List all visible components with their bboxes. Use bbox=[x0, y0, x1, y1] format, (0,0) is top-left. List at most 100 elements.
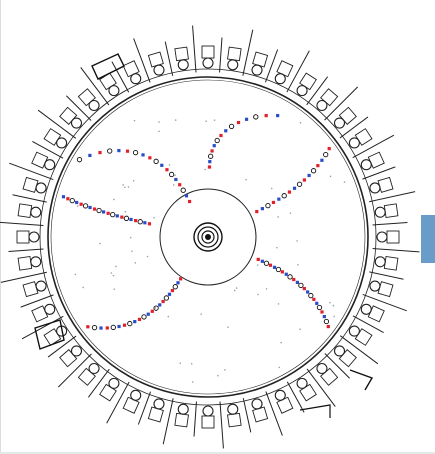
radial-spoke bbox=[0, 271, 47, 283]
track-hit bbox=[308, 292, 314, 299]
track-hit bbox=[298, 282, 304, 289]
track-hit bbox=[219, 133, 223, 138]
track-hit bbox=[302, 287, 306, 291]
track-hit bbox=[146, 312, 150, 316]
track-hit bbox=[244, 117, 249, 121]
background-hit bbox=[191, 381, 194, 383]
radial-spoke bbox=[47, 335, 77, 358]
detector-module-box bbox=[252, 406, 269, 423]
background-hit bbox=[113, 288, 116, 290]
track-hit bbox=[212, 144, 216, 148]
panel-toggle-icon[interactable] bbox=[421, 215, 435, 263]
track-hit bbox=[117, 324, 121, 329]
detector-module bbox=[130, 389, 142, 401]
radial-spoke bbox=[352, 315, 384, 334]
background-hit bbox=[76, 205, 79, 207]
detector-module bbox=[70, 117, 83, 129]
radial-spoke bbox=[162, 398, 174, 445]
track-hit bbox=[143, 221, 147, 225]
track-hit bbox=[263, 260, 270, 266]
background-hit bbox=[158, 130, 160, 133]
detector-module bbox=[333, 117, 346, 129]
background-hit bbox=[213, 119, 216, 121]
track-hit bbox=[141, 314, 147, 320]
detector-module-box bbox=[383, 203, 399, 218]
radial-spoke bbox=[80, 67, 110, 106]
track-hit bbox=[99, 326, 103, 330]
calorimeter-boundary-ring bbox=[47, 76, 369, 398]
background-hit bbox=[99, 242, 101, 245]
track-hit bbox=[141, 153, 145, 157]
background-hit bbox=[110, 272, 113, 274]
detector-module bbox=[251, 398, 263, 410]
track-hit bbox=[115, 214, 119, 218]
track-hit bbox=[253, 114, 259, 120]
track-hit bbox=[224, 129, 228, 133]
detector-module-box bbox=[31, 305, 49, 323]
track-right-lower bbox=[256, 257, 330, 329]
track-lower-left-arc bbox=[86, 277, 183, 331]
track-hit bbox=[91, 325, 98, 331]
detector-module-box bbox=[299, 383, 317, 402]
detector-module bbox=[202, 57, 214, 69]
detector-module bbox=[56, 137, 68, 149]
track-hit bbox=[287, 190, 292, 194]
background-hit bbox=[289, 212, 292, 214]
detector-module-box bbox=[147, 51, 164, 68]
track-hit bbox=[106, 211, 110, 215]
detector-module-box bbox=[377, 176, 394, 193]
background-hit bbox=[129, 236, 132, 239]
track-hit bbox=[160, 163, 164, 167]
track-hit bbox=[271, 200, 276, 205]
detector-module-box bbox=[17, 203, 33, 218]
radial-spoke bbox=[372, 248, 420, 253]
radial-spoke bbox=[66, 95, 92, 121]
detector-module bbox=[88, 99, 100, 112]
detector-module bbox=[374, 206, 386, 218]
track-hit bbox=[312, 297, 316, 301]
detector-module-box bbox=[22, 176, 39, 193]
outer-detector-module-ring bbox=[16, 45, 400, 429]
detector-module-box bbox=[174, 46, 189, 62]
background-hit bbox=[172, 184, 175, 186]
background-hit bbox=[179, 362, 182, 365]
scattered-background-hits bbox=[74, 119, 346, 383]
background-hit bbox=[127, 186, 130, 188]
track-hit bbox=[236, 120, 241, 125]
background-hit bbox=[256, 264, 259, 266]
radial-spoke bbox=[111, 61, 130, 93]
radial-spoke bbox=[164, 41, 174, 76]
detector-module-box bbox=[77, 88, 96, 107]
detector-module bbox=[108, 377, 120, 389]
background-hit bbox=[146, 255, 149, 258]
background-hit bbox=[205, 120, 207, 122]
track-hit bbox=[260, 207, 264, 211]
track-hit bbox=[207, 165, 212, 169]
background-hit bbox=[204, 168, 206, 171]
background-hit bbox=[299, 328, 301, 331]
detector-module-box bbox=[59, 106, 78, 125]
detector-module-box bbox=[201, 45, 215, 59]
track-hit bbox=[256, 257, 260, 262]
module-ring-inner-edge bbox=[39, 68, 377, 406]
track-hit bbox=[260, 259, 264, 263]
track-hit bbox=[207, 153, 214, 159]
detector-module-box bbox=[31, 151, 49, 169]
background-hit bbox=[168, 164, 171, 166]
track-hit bbox=[280, 270, 284, 274]
detector-module-box bbox=[338, 106, 357, 125]
detector-module-box bbox=[17, 256, 33, 271]
track-hit bbox=[98, 151, 102, 155]
track-hit bbox=[275, 266, 282, 273]
radial-spoke bbox=[306, 368, 336, 407]
track-hit bbox=[316, 304, 323, 311]
track-hit bbox=[292, 277, 296, 282]
radial-spoke bbox=[242, 398, 252, 433]
background-hit bbox=[131, 250, 133, 252]
track-hit bbox=[170, 288, 175, 293]
background-hit bbox=[224, 369, 226, 371]
track-hit bbox=[320, 310, 324, 314]
track-hit bbox=[165, 168, 169, 172]
track-hit bbox=[167, 292, 172, 296]
